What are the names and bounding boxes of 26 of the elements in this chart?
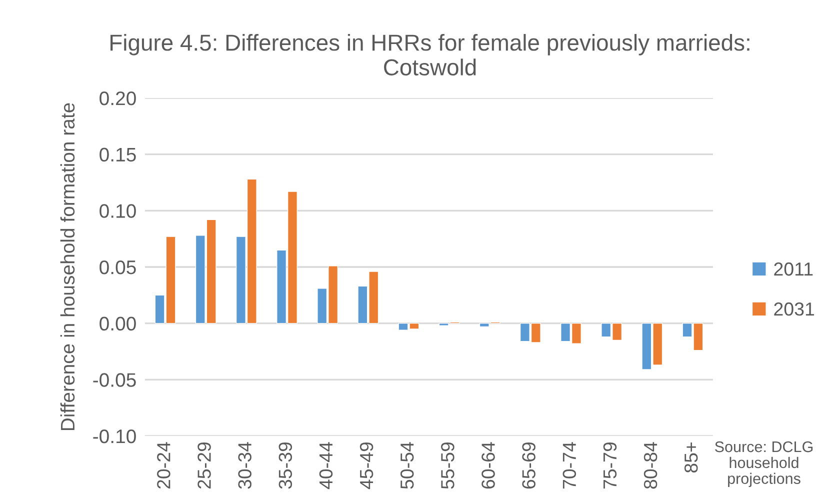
y-tick-label: 0.00: [100, 316, 136, 331]
x-tick-label: 55-59: [441, 442, 454, 489]
x-tick-label: 85+: [684, 442, 698, 473]
x-tick-label: 25-29: [198, 442, 211, 489]
x-tick-label: 35-39: [278, 442, 292, 489]
y-tick-label: 0.20: [100, 91, 136, 106]
y-tick-label: 0.05: [100, 260, 136, 274]
y-tick-label: -0.10: [93, 429, 136, 444]
legend-label: 2031: [774, 302, 814, 316]
x-tick-label: 40-44: [319, 442, 333, 490]
x-tick-label: 60-64: [482, 442, 495, 489]
x-tick-label: 75-79: [603, 442, 617, 489]
y-tick-label: 0.15: [100, 148, 136, 162]
y-tick-label: 0.10: [100, 204, 136, 218]
y-tick-label: -0.05: [93, 373, 136, 387]
x-tick-label: 70-74: [562, 442, 576, 489]
chart-title: Figure 4.5: Differences in HRRs for female previously marrieds: Cotswold: [110, 34, 750, 76]
x-tick-label: 30-34: [238, 442, 252, 489]
legend-label: 2011: [774, 262, 813, 276]
y-axis-title: Difference in household formation rate: [60, 103, 75, 430]
x-tick-label: 20-24: [157, 442, 170, 489]
x-tick-label: 80-84: [644, 442, 658, 489]
x-tick-label: 50-54: [400, 442, 414, 489]
x-tick-label: 65-69: [522, 442, 536, 489]
x-tick-label: 45-49: [360, 442, 374, 490]
source-note: Source: DCLG household projections: [715, 441, 813, 488]
